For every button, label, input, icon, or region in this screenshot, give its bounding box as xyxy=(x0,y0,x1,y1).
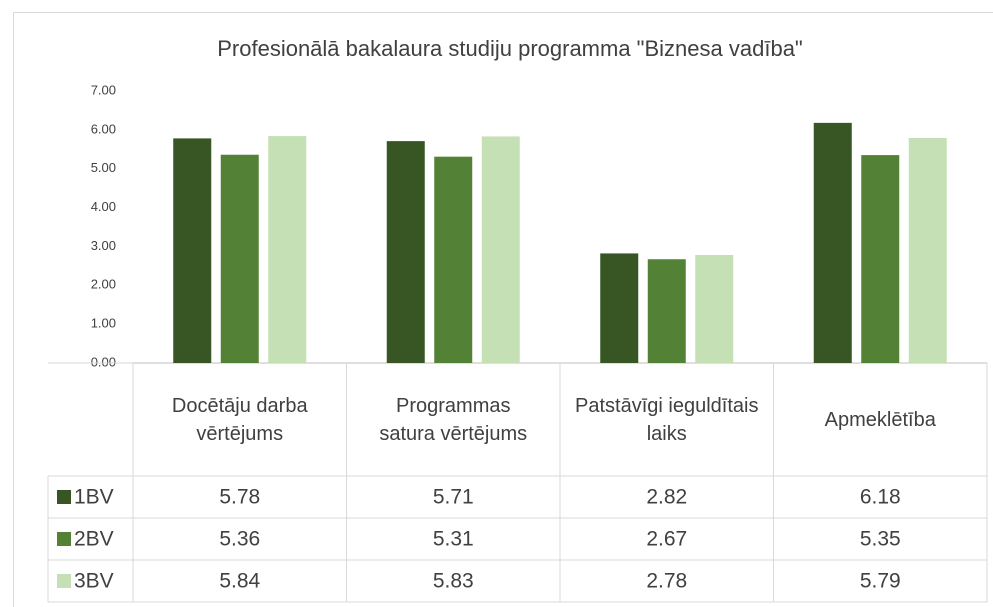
bar xyxy=(600,253,639,363)
table-value: 5.83 xyxy=(433,570,474,593)
chart-border xyxy=(13,12,993,607)
bar xyxy=(434,156,473,363)
y-tick-label: 2.00 xyxy=(91,277,116,292)
bar xyxy=(647,259,686,363)
legend-swatch xyxy=(57,574,71,588)
table-value: 5.36 xyxy=(219,528,260,551)
category-label: Programmas satura vērtējums xyxy=(379,394,528,445)
table-value: 5.84 xyxy=(219,570,260,593)
y-tick-label: 1.00 xyxy=(91,316,116,331)
table-value: 2.67 xyxy=(646,528,687,551)
y-tick-label: 0.00 xyxy=(91,354,116,369)
y-tick-label: 7.00 xyxy=(91,82,116,97)
bar xyxy=(481,136,520,363)
chart-title: Profesionālā bakalaura studiju programma… xyxy=(217,36,803,61)
y-tick-label: 5.00 xyxy=(91,160,116,175)
table-value: 5.35 xyxy=(860,528,901,551)
bar xyxy=(695,254,734,363)
table-value: 2.78 xyxy=(646,570,687,593)
legend-label: 1BV xyxy=(74,486,114,509)
table-value: 5.31 xyxy=(433,528,474,551)
category-label: Apmeklētība xyxy=(824,408,936,431)
bar xyxy=(268,136,307,363)
table-value: 5.71 xyxy=(433,486,474,509)
category-label: Patstāvīgi ieguldītais laiks xyxy=(575,394,759,445)
table-value: 6.18 xyxy=(860,486,901,509)
y-tick-label: 4.00 xyxy=(91,199,116,214)
table-value: 5.79 xyxy=(860,570,901,593)
bar xyxy=(861,155,900,363)
bar xyxy=(220,154,259,363)
legend-swatch xyxy=(57,490,71,504)
bar xyxy=(908,138,947,363)
table-value: 5.78 xyxy=(219,486,260,509)
legend-swatch xyxy=(57,532,71,546)
legend-label: 3BV xyxy=(74,570,114,593)
legend-label: 2BV xyxy=(74,528,114,551)
table-value: 2.82 xyxy=(646,486,687,509)
y-tick-label: 6.00 xyxy=(91,121,116,136)
bar xyxy=(813,122,852,363)
bar xyxy=(173,138,212,363)
category-label: Docētāju darba vērtējums xyxy=(171,394,308,445)
bar xyxy=(386,141,425,363)
y-tick-label: 3.00 xyxy=(91,238,116,253)
